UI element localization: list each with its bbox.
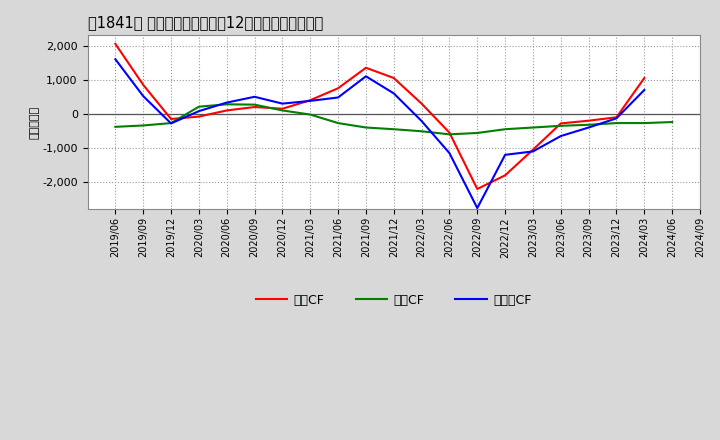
営業CF xyxy=(612,115,621,120)
投資CF xyxy=(194,104,203,109)
営業CF xyxy=(306,98,315,103)
営業CF xyxy=(278,106,287,111)
Y-axis label: （百万円）: （百万円） xyxy=(30,106,40,139)
フリーCF xyxy=(111,57,120,62)
営業CF xyxy=(361,65,370,70)
営業CF xyxy=(445,130,454,135)
投資CF xyxy=(390,127,398,132)
営業CF xyxy=(418,101,426,106)
フリーCF xyxy=(334,95,343,100)
投資CF xyxy=(222,102,231,107)
投資CF xyxy=(501,127,510,132)
営業CF xyxy=(251,104,259,110)
営業CF xyxy=(139,82,148,88)
営業CF xyxy=(501,172,510,178)
投資CF xyxy=(528,125,537,130)
フリーCF xyxy=(306,98,315,103)
フリーCF xyxy=(501,152,510,158)
営業CF xyxy=(334,86,343,91)
営業CF xyxy=(557,121,565,126)
フリーCF xyxy=(390,91,398,96)
フリーCF xyxy=(167,121,176,126)
フリーCF xyxy=(612,116,621,121)
営業CF xyxy=(585,118,593,123)
営業CF xyxy=(167,116,176,121)
フリーCF xyxy=(585,125,593,130)
投資CF xyxy=(612,121,621,126)
フリーCF xyxy=(445,150,454,156)
Legend: 営業CF, 投資CF, フリーCF: 営業CF, 投資CF, フリーCF xyxy=(251,289,536,312)
フリーCF xyxy=(222,100,231,105)
Text: 1841、 キャッシュフローの12か月移動合計の推移: 1841、 キャッシュフローの12か月移動合計の推移 xyxy=(88,15,323,30)
フリーCF xyxy=(251,94,259,99)
フリーCF xyxy=(194,109,203,114)
Line: 営業CF: 営業CF xyxy=(115,44,644,189)
フリーCF xyxy=(139,93,148,99)
投資CF xyxy=(361,125,370,130)
投資CF xyxy=(473,130,482,136)
営業CF xyxy=(390,75,398,81)
フリーCF xyxy=(418,118,426,124)
投資CF xyxy=(306,112,315,117)
投資CF xyxy=(139,123,148,128)
投資CF xyxy=(111,124,120,129)
投資CF xyxy=(557,123,565,128)
営業CF xyxy=(222,108,231,113)
投資CF xyxy=(668,119,677,125)
フリーCF xyxy=(473,205,482,211)
営業CF xyxy=(528,147,537,152)
投資CF xyxy=(334,121,343,126)
投資CF xyxy=(418,128,426,134)
営業CF xyxy=(640,75,649,81)
営業CF xyxy=(111,41,120,47)
Line: フリーCF: フリーCF xyxy=(115,59,644,208)
投資CF xyxy=(278,108,287,113)
フリーCF xyxy=(557,133,565,139)
投資CF xyxy=(640,121,649,126)
フリーCF xyxy=(640,87,649,92)
投資CF xyxy=(585,122,593,128)
フリーCF xyxy=(278,101,287,106)
投資CF xyxy=(167,121,176,126)
Line: 投資CF: 投資CF xyxy=(115,104,672,134)
営業CF xyxy=(194,114,203,119)
投資CF xyxy=(445,132,454,137)
フリーCF xyxy=(528,149,537,154)
フリーCF xyxy=(361,73,370,79)
営業CF xyxy=(473,186,482,191)
投資CF xyxy=(251,102,259,107)
